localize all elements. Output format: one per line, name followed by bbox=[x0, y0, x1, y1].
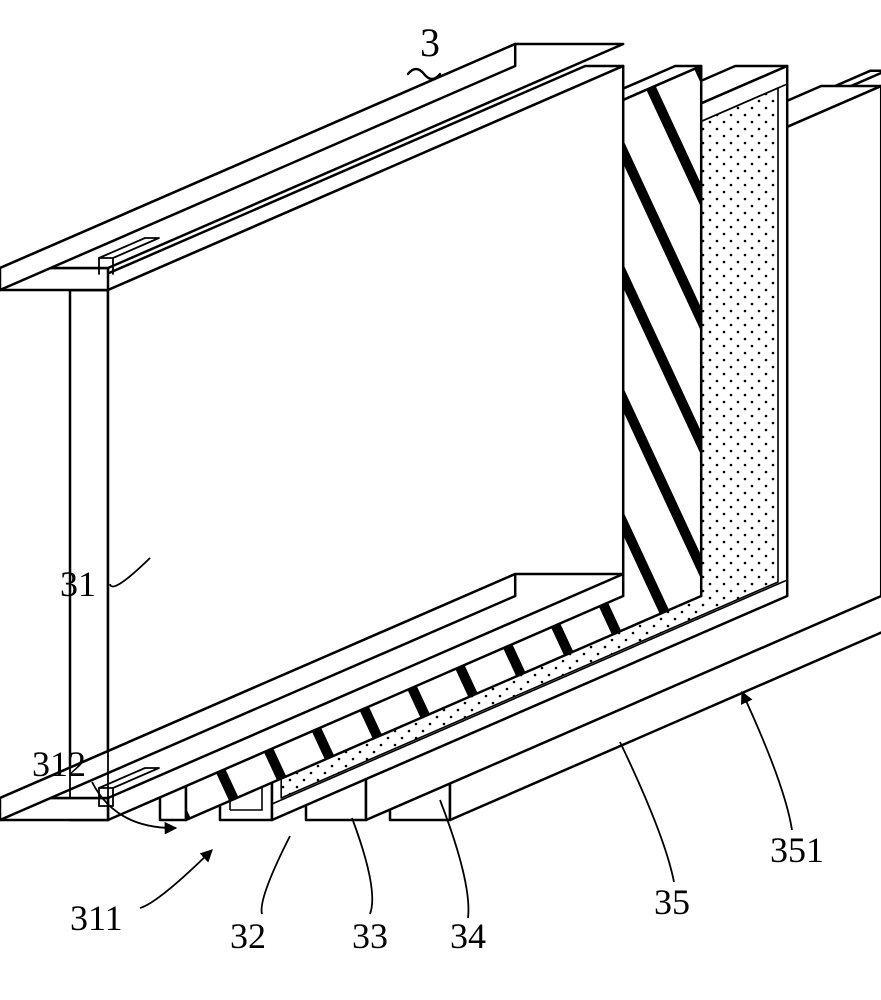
svg-text:31: 31 bbox=[60, 564, 96, 604]
svg-text:34: 34 bbox=[450, 916, 486, 956]
svg-text:33: 33 bbox=[352, 916, 388, 956]
exploded-diagram: 3 31 312 311 32 33 34 35 351 bbox=[0, 0, 881, 1000]
svg-text:311: 311 bbox=[70, 898, 123, 938]
svg-text:32: 32 bbox=[230, 916, 266, 956]
svg-text:35: 35 bbox=[654, 882, 690, 922]
svg-text:3: 3 bbox=[420, 20, 440, 65]
svg-text:351: 351 bbox=[770, 830, 824, 870]
svg-text:312: 312 bbox=[32, 744, 86, 784]
